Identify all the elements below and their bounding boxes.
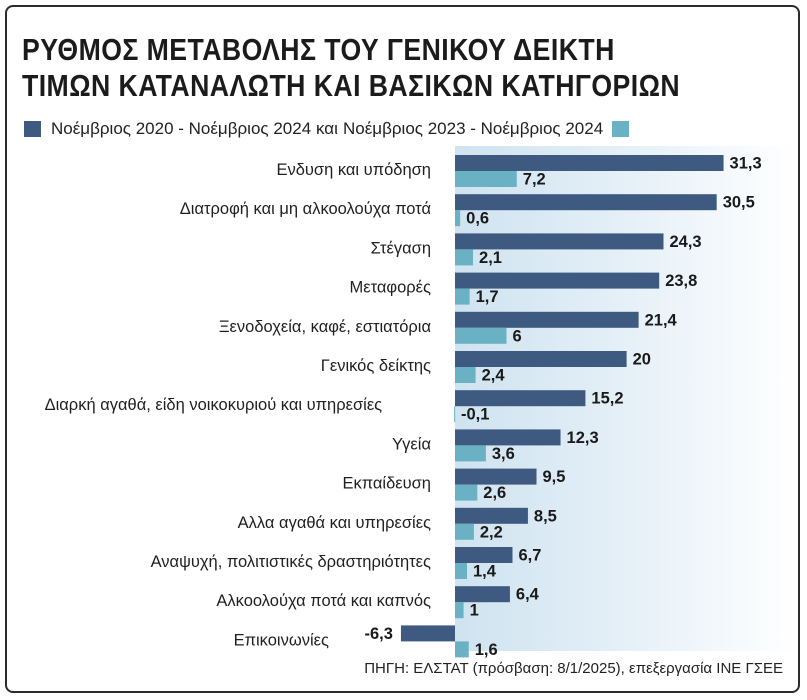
bar-series-1 bbox=[455, 351, 627, 367]
legend-swatch-series-1 bbox=[24, 121, 41, 137]
chart-title: ΡΥΘΜΟΣ ΜΕΤΑΒΟΛΗΣ ΤΟΥ ΓΕΝΙΚΟΥ ΔΕΙΚΤΗ ΤΙΜΩ… bbox=[22, 32, 680, 104]
category-label: Μεταφορές bbox=[350, 279, 432, 297]
category-label: Ενδυση και υπόδηση bbox=[276, 161, 431, 179]
legend-connector: και bbox=[316, 119, 338, 138]
bar-series-1 bbox=[455, 507, 528, 524]
data-label-series-2: 6 bbox=[512, 327, 521, 345]
bar-series-1 bbox=[455, 547, 513, 563]
data-label-series-1: 20 bbox=[633, 351, 651, 369]
bar-series-1 bbox=[455, 272, 660, 289]
bar-series-2 bbox=[455, 288, 470, 305]
category-label: Γενικός δείκτης bbox=[321, 357, 431, 375]
bar-series-1 bbox=[455, 586, 510, 603]
bar-series-2 bbox=[455, 327, 507, 344]
data-label-series-2: 1 bbox=[470, 602, 479, 620]
bar-series-2 bbox=[455, 171, 517, 187]
category-label: Αναψυχή, πολιτιστικές δραστηριότητες bbox=[151, 553, 431, 571]
data-label-series-1: 15,2 bbox=[591, 390, 623, 408]
data-label-series-2: 2,6 bbox=[483, 484, 506, 502]
bar-series-2 bbox=[455, 484, 478, 501]
bar-series-1 bbox=[455, 155, 724, 171]
data-label-series-2: 2,4 bbox=[482, 367, 506, 385]
data-label-series-2: 2,1 bbox=[479, 249, 502, 267]
bar-series-2 bbox=[455, 367, 476, 383]
data-label-series-1: 23,8 bbox=[665, 272, 697, 290]
data-label-series-2: 3,6 bbox=[492, 445, 515, 463]
chart-title-line-2: ΤΙΜΩΝ ΚΑΤΑΝΑΛΩΤΗ ΚΑΙ ΒΑΣΙΚΩΝ ΚΑΤΗΓΟΡΙΩΝ bbox=[22, 68, 681, 103]
chart-title-line-1: ΡΥΘΜΟΣ ΜΕΤΑΒΟΛΗΣ ΤΟΥ ΓΕΝΙΚΟΥ ΔΕΙΚΤΗ bbox=[22, 32, 615, 67]
source-note: ΠΗΓΗ: ΕΛΣΤΑΤ (πρόσβαση: 8/1/2025), επεξε… bbox=[364, 660, 783, 677]
data-label-series-1: 30,5 bbox=[723, 194, 755, 212]
data-label-series-1: 6,4 bbox=[516, 586, 540, 604]
data-label-series-2: 0,6 bbox=[466, 210, 489, 228]
chart-legend: Νοέμβριος 2020 - Νοέμβριος 2024 και Νοέμ… bbox=[24, 118, 784, 140]
bar-series-1 bbox=[400, 625, 455, 642]
data-label-series-2: 7,2 bbox=[523, 171, 546, 189]
bar-series-1 bbox=[455, 311, 639, 328]
legend-swatch-series-2 bbox=[612, 121, 629, 137]
bar-series-1 bbox=[455, 194, 717, 211]
category-label: Διαρκή αγαθά, είδη νοικοκυριού και υπηρε… bbox=[45, 396, 383, 414]
data-label-series-2: 1,6 bbox=[475, 641, 498, 659]
bar-series-2 bbox=[455, 523, 474, 540]
bar-series-1 bbox=[455, 429, 561, 446]
category-label: Επικοινωνίες bbox=[234, 631, 329, 649]
data-label-series-1: 8,5 bbox=[534, 507, 557, 525]
category-label: Αλκοολούχα ποτά και καπνός bbox=[216, 592, 431, 610]
bar-series-2 bbox=[455, 249, 474, 266]
data-label-series-1: 31,3 bbox=[730, 155, 762, 173]
category-label: Υγεία bbox=[392, 435, 431, 453]
data-label-series-2: 1,7 bbox=[476, 288, 499, 306]
category-label: Ξενοδοχεία, καφέ, εστιατόρια bbox=[219, 318, 432, 336]
category-label: Στέγαση bbox=[371, 239, 431, 257]
data-label-series-1: 24,3 bbox=[669, 233, 701, 251]
data-label-series-1: 6,7 bbox=[518, 547, 541, 565]
category-label: Διατροφή και μη αλκοολούχα ποτά bbox=[180, 200, 432, 218]
bar-series-1 bbox=[455, 468, 537, 485]
data-label-series-1: 21,4 bbox=[645, 311, 678, 329]
data-label-series-2: 1,4 bbox=[473, 563, 497, 581]
bar-series-1 bbox=[455, 390, 586, 407]
category-label: Αλλα αγαθά και υπηρεσίες bbox=[238, 514, 431, 532]
bar-series-2 bbox=[455, 602, 464, 619]
bar-series-2 bbox=[455, 563, 468, 579]
legend-label-series-2: Νοέμβριος 2023 - Νοέμβριος 2024 bbox=[343, 119, 604, 138]
bar-series-2 bbox=[454, 406, 456, 423]
bar-series-2 bbox=[455, 210, 461, 227]
bar-series-2 bbox=[455, 445, 486, 462]
data-label-series-2: 2,2 bbox=[480, 523, 503, 541]
bar-series-2 bbox=[455, 641, 469, 658]
data-label-series-1: 12,3 bbox=[567, 429, 599, 447]
legend-label-series-1: Νοέμβριος 2020 - Νοέμβριος 2024 bbox=[51, 119, 312, 138]
category-label: Εκπαίδευση bbox=[342, 475, 431, 493]
data-label-series-2: -0,1 bbox=[461, 406, 489, 424]
data-label-series-1: -6,3 bbox=[365, 625, 393, 643]
data-label-series-1: 9,5 bbox=[543, 468, 566, 486]
bar-series-1 bbox=[455, 233, 664, 250]
